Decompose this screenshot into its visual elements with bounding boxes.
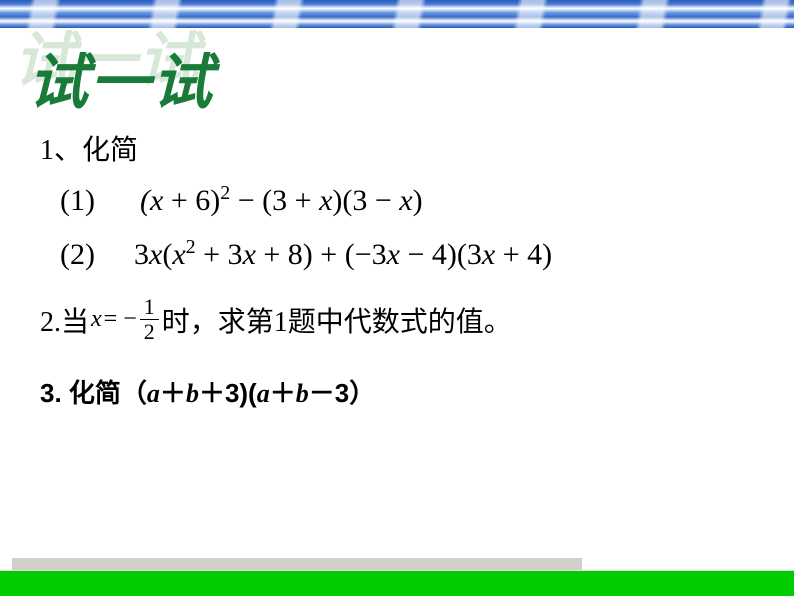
slide-title: 试一试 试一试 — [0, 28, 794, 118]
frac-num: 1 — [140, 296, 159, 320]
eq1-label: (1) — [60, 184, 95, 217]
q2-eq: = − — [104, 306, 137, 333]
eq2-body: 3x(x2 + 3x + 8) + (−3x − 4)(3x + 4) — [134, 238, 552, 271]
q1-eq1: (1) (x + 6)2 − (3 + x)(3 − x) — [40, 182, 754, 218]
footer — [0, 558, 794, 596]
eq1-body: (x + 6)2 − (3 + x)(3 − x) — [140, 184, 423, 217]
q2: 2.当 x = − 1 2 时，求第1题中代数式的值。 — [40, 296, 754, 343]
q3: 3. 化简（a＋b＋3)(a＋b－3） — [40, 373, 754, 410]
q1-eq2: (2) 3x(x2 + 3x + 8) + (−3x − 4)(3x + 4) — [40, 236, 754, 272]
q3-prefix: 3. 化简（ — [40, 378, 147, 408]
q1-label: 1、化简 — [40, 128, 754, 168]
q3-suffix: ） — [349, 378, 375, 408]
footer-green-bar — [0, 570, 794, 596]
q2-var: x — [91, 306, 102, 333]
q2-suffix: 时，求第1题中代数式的值。 — [162, 300, 512, 340]
eq2-label: (2) — [60, 238, 95, 271]
footer-shadow-bar — [12, 558, 582, 570]
q3-expr: a＋b＋3)(a＋b－3 — [147, 378, 349, 408]
q2-fraction: 1 2 — [140, 296, 159, 343]
slide-content: 1、化简 (1) (x + 6)2 − (3 + x)(3 − x) (2) 3… — [0, 118, 794, 410]
q2-prefix: 2.当 — [40, 300, 89, 340]
title-main: 试一试 — [28, 34, 214, 121]
frac-den: 2 — [144, 320, 155, 343]
